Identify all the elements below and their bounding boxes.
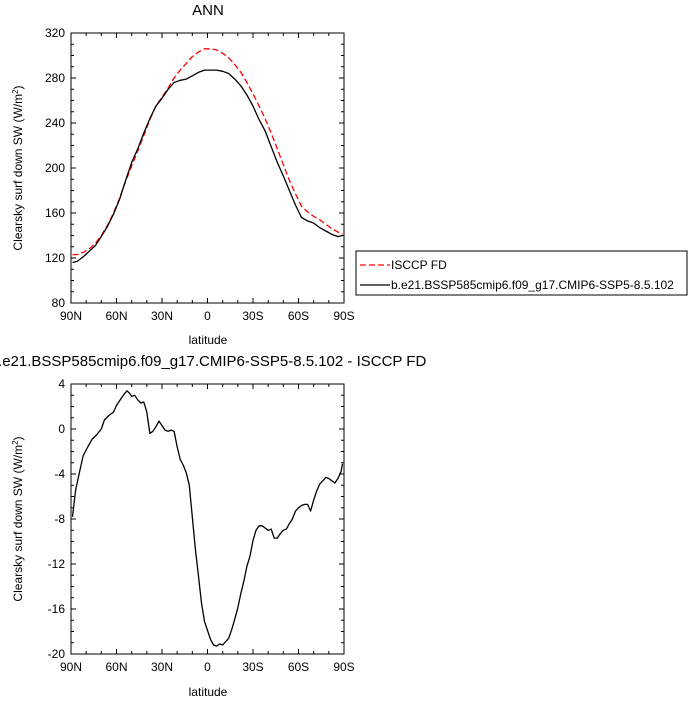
bottom-panel-ytick-label: -8 xyxy=(54,512,65,526)
top-panel-title: ANN xyxy=(192,2,224,19)
bottom-panel-ylabel-sup: 2 xyxy=(11,440,20,445)
top-panel: ANN 90N 60N 30N 0 30S 60S 90S 80 120 160 200 240 280… xyxy=(11,2,355,347)
top-panel-ticks: 90N 60N 30N 0 30S 60S 90S 80 120 160 200 240 280 320 xyxy=(45,26,355,323)
bottom-panel-ytick-label: -16 xyxy=(48,602,66,616)
bottom-panel-marks xyxy=(71,390,344,647)
top-panel-frame xyxy=(70,32,345,304)
bottom-panel-xtick-label: 60S xyxy=(288,660,309,674)
legend-label-isccp: ISCCP FD xyxy=(391,258,447,272)
bottom-panel-ticks: 90N 60N 30N 0 30S 60S 90S -20 -16 -12 -8 -4 0 4 xyxy=(48,377,355,674)
top-panel-ylabel-sup: 2 xyxy=(11,89,20,94)
top-panel-xtick-label: 30N xyxy=(151,309,173,323)
top-panel-ytick-label: 320 xyxy=(45,26,65,40)
bottom-panel-title: b.e21.BSSP585cmip6.f09_g17.CMIP6-SSP5-8.… xyxy=(0,353,426,370)
bottom-panel-ylabel-close: ) xyxy=(11,436,25,440)
bottom-panel-series-line-0 xyxy=(71,390,344,647)
bottom-panel: b.e21.BSSP585cmip6.f09_g17.CMIP6-SSP5-8.… xyxy=(0,353,426,699)
bottom-panel-xtick-label: 0 xyxy=(204,660,211,674)
bottom-panel-frame xyxy=(70,383,345,655)
top-panel-series-line-1 xyxy=(72,69,343,264)
top-panel-xtick-label: 90N xyxy=(60,309,82,323)
bottom-panel-xtick-label: 30S xyxy=(242,660,263,674)
top-panel-ytick-label: 200 xyxy=(45,161,65,175)
top-panel-ytick-label: 80 xyxy=(52,296,66,310)
legend-label-model: b.e21.BSSP585cmip6.f09_g17.CMIP6-SSP5-8.… xyxy=(391,278,674,292)
bottom-panel-xtick-label: 90N xyxy=(60,660,82,674)
top-panel-xtick-label: 30S xyxy=(242,309,263,323)
top-panel-xtick-label: 60N xyxy=(105,309,127,323)
top-panel-ylabel: Clearsky surf down SW (W/m2) xyxy=(11,85,25,250)
top-panel-ytick-label: 160 xyxy=(45,206,65,220)
top-panel-ylabel-main: Clearsky surf down SW (W/m xyxy=(11,94,25,251)
top-panel-marks xyxy=(72,48,343,264)
top-panel-ytick-label: 240 xyxy=(45,116,65,130)
top-panel-series-line-0 xyxy=(72,48,343,256)
top-panel-xtick-label: 60S xyxy=(288,309,309,323)
bottom-panel-ylabel: Clearsky surf down SW (W/m2) xyxy=(11,436,25,601)
legend: ISCCP FD b.e21.BSSP585cmip6.f09_g17.CMIP… xyxy=(355,250,688,296)
legend-box xyxy=(355,250,688,296)
top-panel-ylabel-close: ) xyxy=(11,85,25,89)
bottom-panel-ytick-label: -4 xyxy=(54,467,65,481)
bottom-panel-xlabel: latitude xyxy=(189,685,228,699)
bottom-panel-ylabel-main: Clearsky surf down SW (W/m xyxy=(11,445,25,602)
top-panel-ytick-label: 120 xyxy=(45,251,65,265)
bottom-panel-ytick-label: 0 xyxy=(58,422,65,436)
bottom-panel-ytick-label: -20 xyxy=(48,647,66,661)
top-panel-ytick-label: 280 xyxy=(45,71,65,85)
bottom-panel-ytick-label: -12 xyxy=(48,557,66,571)
bottom-panel-xtick-label: 60N xyxy=(105,660,127,674)
bottom-panel-xtick-label: 30N xyxy=(151,660,173,674)
top-panel-xtick-label: 90S xyxy=(333,309,354,323)
bottom-panel-ytick-label: 4 xyxy=(58,377,65,391)
bottom-panel-xtick-label: 90S xyxy=(333,660,354,674)
top-panel-xlabel: latitude xyxy=(189,333,228,347)
top-panel-xtick-label: 0 xyxy=(204,309,211,323)
